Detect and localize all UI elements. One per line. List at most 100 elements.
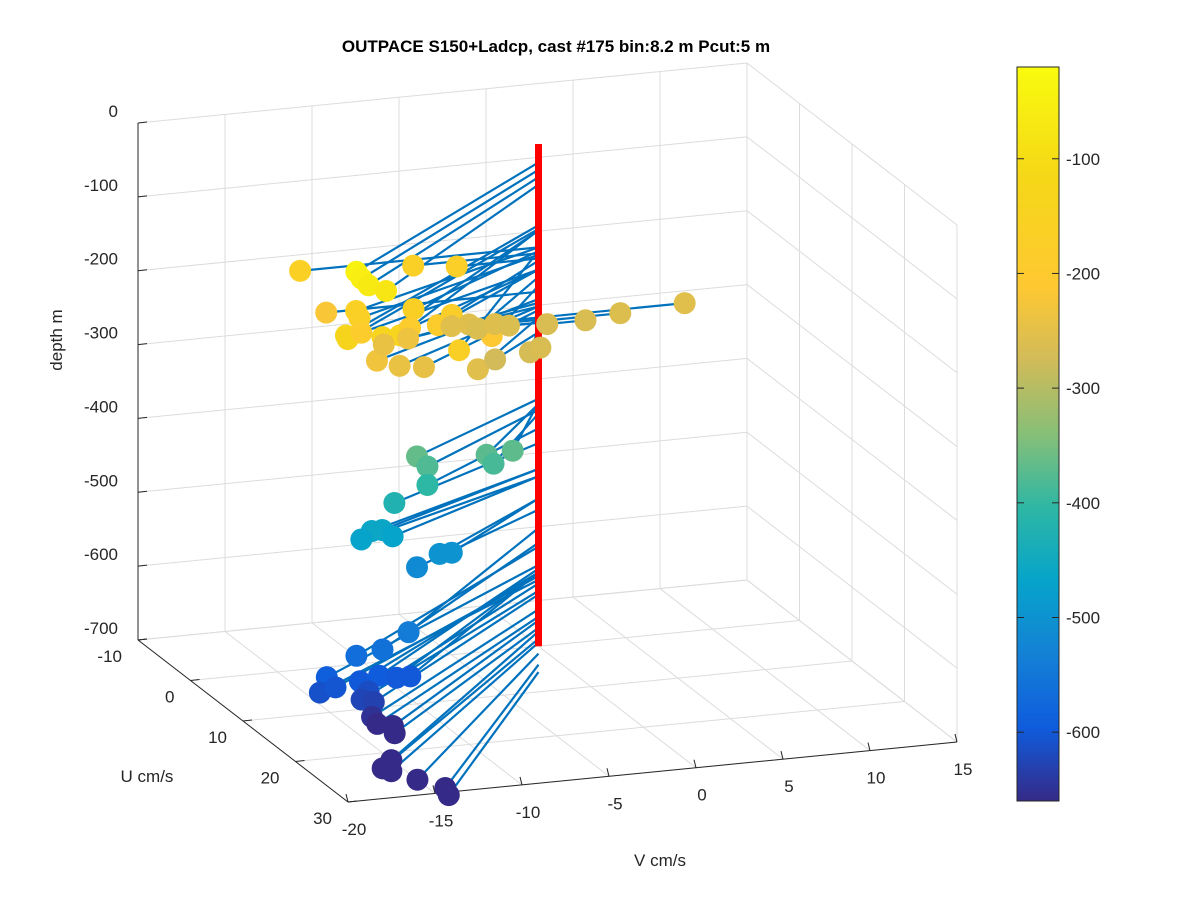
x-tick-label: -10 xyxy=(516,803,541,822)
y-tick-mark xyxy=(190,679,200,681)
velocity-stick xyxy=(371,608,540,718)
x-tick-label: 10 xyxy=(867,769,886,788)
x-tick-mark xyxy=(606,768,610,777)
colorbar-tick-label: -300 xyxy=(1066,379,1100,398)
z-tick-mark xyxy=(137,269,148,272)
z-tick-label: -300 xyxy=(84,324,118,343)
data-point xyxy=(371,638,394,661)
data-point xyxy=(466,317,489,340)
data-point xyxy=(402,254,425,277)
x-tick-mark xyxy=(954,733,958,743)
data-point xyxy=(416,455,439,478)
velocity-stick xyxy=(376,615,540,725)
grid-line xyxy=(746,431,958,595)
grid-line xyxy=(746,358,958,521)
data-point xyxy=(574,309,597,332)
z-tick-mark xyxy=(137,343,148,346)
velocity-stick xyxy=(392,619,540,727)
data-point xyxy=(440,315,463,338)
data-point xyxy=(501,439,524,462)
z-tick-label: -700 xyxy=(84,619,118,638)
y-tick-mark xyxy=(295,760,305,762)
x-tick-mark xyxy=(867,742,871,751)
velocity-stick xyxy=(409,571,540,678)
grid-line xyxy=(746,62,958,226)
x-tick-mark xyxy=(519,776,523,785)
grid-line xyxy=(242,660,853,722)
z-tick-label: -400 xyxy=(84,397,118,416)
data-point xyxy=(440,541,463,564)
data-point xyxy=(406,768,429,791)
z-tick-mark xyxy=(137,195,148,198)
z-tick-mark xyxy=(137,638,148,641)
velocity-stick xyxy=(381,637,540,770)
data-point xyxy=(448,339,471,362)
data-point xyxy=(484,348,507,371)
data-point xyxy=(350,321,373,344)
data-point xyxy=(609,302,632,325)
data-point xyxy=(315,301,338,324)
velocity-stick xyxy=(451,497,540,554)
z-tick-mark xyxy=(137,564,148,567)
grid-line xyxy=(746,136,958,300)
data-point xyxy=(536,313,559,336)
z-tick-label: -200 xyxy=(84,250,118,269)
grid-line xyxy=(746,210,958,374)
velocity-stick xyxy=(390,641,540,773)
data-point xyxy=(529,336,552,359)
velocity-stick xyxy=(416,397,539,458)
y-tick-label: 20 xyxy=(261,769,280,788)
velocity-stick xyxy=(407,527,540,634)
velocity-stick xyxy=(394,626,540,735)
y-tick-label: -10 xyxy=(97,647,122,666)
data-point xyxy=(383,722,406,745)
grid-line xyxy=(137,62,748,124)
x-tick-mark xyxy=(432,785,436,794)
data-point xyxy=(466,358,489,381)
velocity-stick xyxy=(355,545,540,657)
velocity-stick xyxy=(399,305,539,367)
data-point xyxy=(383,491,406,514)
velocity-stick xyxy=(392,475,539,538)
x-tick-label: -20 xyxy=(342,820,367,839)
data-point xyxy=(673,292,696,315)
colorbar: -100 -200 -300 -400 -500 -600 xyxy=(1016,66,1100,802)
x-tick-mark xyxy=(345,793,349,803)
colorbar-gradient xyxy=(1016,66,1060,802)
data-point xyxy=(368,664,391,687)
velocity-stick xyxy=(390,630,540,761)
data-point xyxy=(402,298,425,321)
colorbar-tick-label: -200 xyxy=(1066,264,1100,283)
x-tick-mark xyxy=(693,759,697,768)
chart-title: OUTPACE S150+Ladcp, cast #175 bin:8.2 m … xyxy=(342,37,770,56)
velocity-stick xyxy=(334,575,540,689)
z-tick-label: -100 xyxy=(84,176,118,195)
data-point xyxy=(381,525,404,548)
z-tick-label: -500 xyxy=(84,471,118,490)
data-point xyxy=(350,528,373,551)
data-point xyxy=(412,356,435,379)
grid-line xyxy=(746,505,958,669)
y-tick-label: 30 xyxy=(313,809,332,828)
velocity-stick xyxy=(395,571,540,679)
x-tick-label: -15 xyxy=(429,811,454,830)
grid-line xyxy=(137,505,748,567)
grid-line xyxy=(137,579,748,641)
grid-line xyxy=(190,620,800,681)
x-tick-label: 15 xyxy=(954,760,973,779)
grid-line xyxy=(137,357,748,419)
data-point xyxy=(357,274,380,297)
velocity-stick xyxy=(413,252,539,267)
x-tick-label: 5 xyxy=(784,777,793,796)
data-point xyxy=(406,556,428,579)
z-tick-label: 0 xyxy=(109,102,118,121)
data-point xyxy=(497,314,520,337)
data-point xyxy=(324,676,347,699)
z-tick-label: -600 xyxy=(84,545,118,564)
y-tick-mark xyxy=(347,800,358,803)
data-point xyxy=(445,255,468,278)
tick-labels: -20 -15 -10 -5 0 5 10 15-1001020300-100-200-300… xyxy=(84,102,972,839)
velocity-stick xyxy=(492,412,540,465)
velocity-stick xyxy=(456,257,539,268)
velocity-stick xyxy=(444,664,540,789)
